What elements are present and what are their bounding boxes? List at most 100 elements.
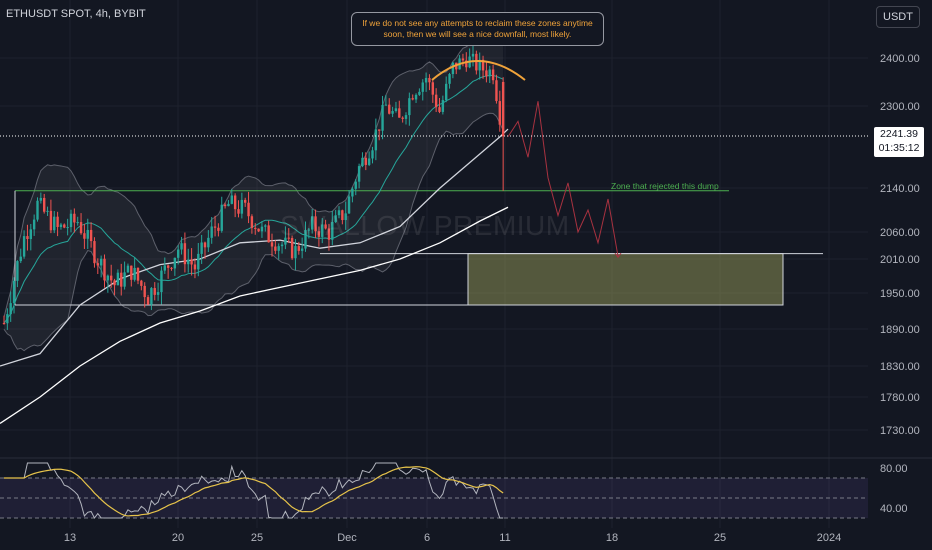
currency-button[interactable]: USDT [876,6,920,28]
candle-body [113,280,116,286]
support-box [467,253,784,306]
candle-body [2,323,6,324]
candle-body [244,199,247,203]
candle-body [331,222,334,240]
candle-body [264,225,267,227]
candle-body [357,166,361,182]
candle-body [384,104,388,106]
price-tick: 2300.00 [880,101,920,113]
candle-body [203,242,207,248]
candle-body [36,200,39,220]
price-tick: 2400.00 [880,53,920,65]
price-tick: 1950.00 [880,288,920,300]
candle-body [344,213,347,221]
candle-body [79,222,83,234]
candle-body [193,264,197,270]
candle-body [364,157,367,165]
candle-body [475,53,478,71]
candle-body [401,117,404,119]
candle-body [321,224,324,237]
rsi-pane: 80.00 40.00 [0,457,932,519]
time-tick: 25 [714,532,726,544]
price-tick: 1890.00 [880,324,920,336]
candle-body [428,77,431,83]
candle-body [277,246,280,251]
candle-body [418,91,421,95]
candle-body [39,197,43,201]
candle-body [177,249,180,258]
candle-body [465,60,468,68]
time-tick: 25 [251,532,263,544]
ma-mid [0,128,509,367]
candle-body [63,224,66,228]
candle-body [247,202,250,217]
candle-body [421,82,424,92]
candle-body [103,258,106,281]
candle-body [83,233,86,239]
time-tick: 18 [606,532,618,544]
top-arc-curve [431,60,526,81]
projection-path [507,101,622,259]
watermark: SWALLOW PREMIUM [280,210,570,241]
candle-body [207,237,210,248]
candle-body [498,101,501,125]
rsi-line [4,462,504,519]
candle-body [324,224,327,229]
candle-body [304,230,307,249]
candle-body [43,197,46,212]
candle-body [69,213,73,228]
candle-body [9,303,12,315]
time-tick: 20 [172,532,184,544]
candle-body [341,210,344,221]
candle-body [213,226,217,228]
candle-body [381,104,384,131]
candle-body [287,237,290,239]
candles [2,45,505,330]
candle-body [334,215,337,223]
candle-body [461,58,465,61]
candle-body [143,285,146,298]
candle-body [300,248,304,251]
candle-body [311,216,314,230]
candle-body [314,216,317,232]
candle-body [347,196,351,214]
candle-body [257,228,260,232]
candle-body [59,224,63,227]
candle-body [136,267,140,281]
candle-body [19,256,22,262]
ma-long [0,206,509,424]
candle-body [354,181,357,189]
candle-body [434,94,438,108]
candle-body [160,270,163,293]
candle-body [445,83,448,101]
candle-body [126,265,130,273]
chart-title: ETHUSDT SPOT, 4h, BYBIT [6,8,146,20]
candle-body [197,253,200,270]
candle-body [488,69,491,77]
candle-body [16,261,19,281]
candle-body [280,244,284,247]
candle-body [337,210,341,216]
price-tick: 1780.00 [880,392,920,404]
candle-body [26,236,29,240]
projection-arrowhead [614,253,622,259]
candle-body [6,314,9,324]
candle-body [485,70,488,77]
candle-body [361,157,364,167]
candle-body [240,199,244,214]
candle-body [110,275,113,281]
candle-body [130,265,133,280]
projection-line [507,101,619,257]
candle-body [374,129,378,151]
candle-body [220,204,223,231]
candle-body [237,209,240,214]
candle-body [96,263,99,266]
candle-body [388,104,391,114]
candle-body [53,216,56,231]
price-tick: 1830.00 [880,361,920,373]
price-tick: 2060.00 [880,227,920,239]
candle-body [250,216,254,228]
top-arc [431,60,526,81]
candle-body [217,227,220,231]
